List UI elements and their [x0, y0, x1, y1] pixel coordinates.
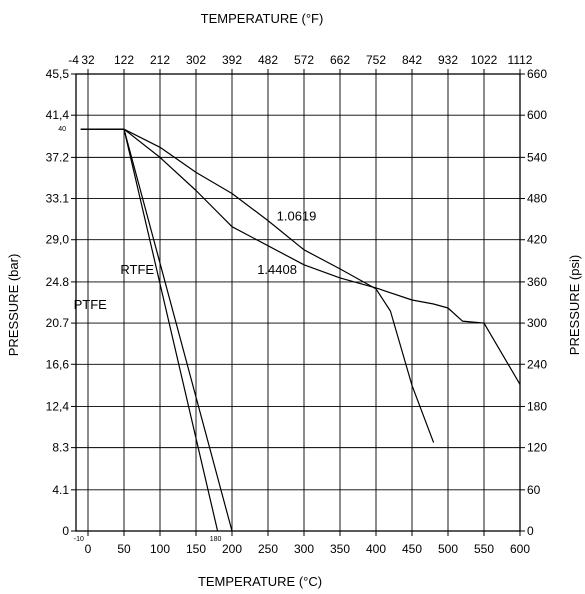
- y-tick-label-left: 24.8: [46, 275, 70, 289]
- x-tick-label-top: 212: [150, 53, 170, 67]
- x-tick-label-top: 572: [294, 53, 314, 67]
- plot-frame: [75, 73, 521, 532]
- y-tick-label-left: 16,6: [46, 357, 70, 371]
- top-axis-title: TEMPERATURE (°F): [201, 11, 324, 26]
- x-tick-label-top: 662: [330, 53, 350, 67]
- axis-labels: 0 32 50 122 100 212 150 302 200 392 250 482 300 572 35…: [46, 53, 548, 556]
- x-tick-label-top: 752: [366, 53, 386, 67]
- series-line-ptfe: [80, 128, 219, 532]
- y-tick-label-right: 300: [527, 316, 547, 330]
- series-line-1-0619: [80, 128, 435, 443]
- x-tick-label-bottom: 50: [117, 542, 131, 556]
- y-tick-label-right: 600: [527, 108, 547, 122]
- y-tick-label-small: 40: [58, 126, 66, 133]
- x-tick-label-bottom: 350: [330, 542, 350, 556]
- x-tick-label-top: 1112: [508, 53, 533, 67]
- y-tick-label-left: 0: [62, 524, 69, 538]
- x-tick-label-small: 180: [210, 536, 222, 543]
- series-label-rtfe: RTFE: [120, 262, 154, 277]
- axis-ticks: [71, 69, 525, 536]
- y-tick-label-right: 240: [527, 357, 547, 371]
- y-tick-label-left: 8.3: [52, 441, 69, 455]
- y-tick-label-right: 180: [527, 399, 547, 413]
- x-tick-label-bottom: 400: [366, 542, 386, 556]
- x-tick-label-bottom: 100: [150, 542, 170, 556]
- series-label-ptfe: PTFE: [74, 297, 108, 312]
- series-line-rtfe: [80, 128, 233, 532]
- x-tick-label-top: 302: [186, 53, 206, 67]
- y-tick-label-right: 660: [527, 67, 547, 81]
- right-axis-title: PRESSURE (psi): [567, 255, 582, 355]
- series-lines: [80, 128, 521, 532]
- x-tick-label-top: 122: [114, 53, 134, 67]
- y-tick-label-left: 29,0: [46, 233, 70, 247]
- x-tick-label-bottom: 600: [510, 542, 530, 556]
- series-line-1-4408: [80, 128, 521, 385]
- y-tick-label-left: 37.2: [46, 150, 70, 164]
- x-tick-label-bottom: 300: [294, 542, 314, 556]
- x-tick-label-bottom: 150: [186, 542, 206, 556]
- bottom-axis-title: TEMPERATURE (°C): [198, 574, 322, 589]
- x-tick-label-bottom: 550: [474, 542, 494, 556]
- y-tick-label-left: 4.1: [52, 483, 69, 497]
- y-tick-label-right: 540: [527, 150, 547, 164]
- x-tick-label-small: -10: [74, 536, 84, 543]
- x-tick-label-bottom: 450: [402, 542, 422, 556]
- x-tick-label-top: 1022: [471, 53, 498, 67]
- series-label-1-4408: 1.4408: [257, 262, 297, 277]
- y-tick-label-right: 360: [527, 275, 547, 289]
- y-tick-label-right: 120: [527, 441, 547, 455]
- x-tick-label-bottom: 0: [85, 542, 92, 556]
- x-tick-label-top: 842: [402, 53, 422, 67]
- x-tick-label-top: 482: [258, 53, 278, 67]
- y-tick-label-right: 60: [527, 483, 541, 497]
- y-tick-label-left: 45,5: [46, 67, 70, 81]
- y-tick-label-right: 480: [527, 192, 547, 206]
- x-tick-label-top: 392: [222, 53, 242, 67]
- series-label-1-0619: 1.0619: [277, 209, 317, 224]
- y-tick-label-right: 0: [527, 524, 534, 538]
- y-tick-label-left: 20.7: [46, 316, 70, 330]
- x-tick-label-top: -4: [68, 53, 79, 67]
- y-tick-label-left: 12,4: [46, 399, 70, 413]
- left-axis-title: PRESSURE (bar): [6, 254, 21, 357]
- x-tick-label-top: 932: [438, 53, 458, 67]
- x-tick-label-bottom: 200: [222, 542, 242, 556]
- x-tick-label-top: 32: [81, 53, 95, 67]
- y-tick-label-left: 41,4: [46, 108, 70, 122]
- y-tick-label-right: 420: [527, 233, 547, 247]
- x-tick-label-bottom: 250: [258, 542, 278, 556]
- x-tick-label-bottom: 500: [438, 542, 458, 556]
- grid-lines: [76, 74, 520, 531]
- y-tick-label-left: 33.1: [46, 192, 70, 206]
